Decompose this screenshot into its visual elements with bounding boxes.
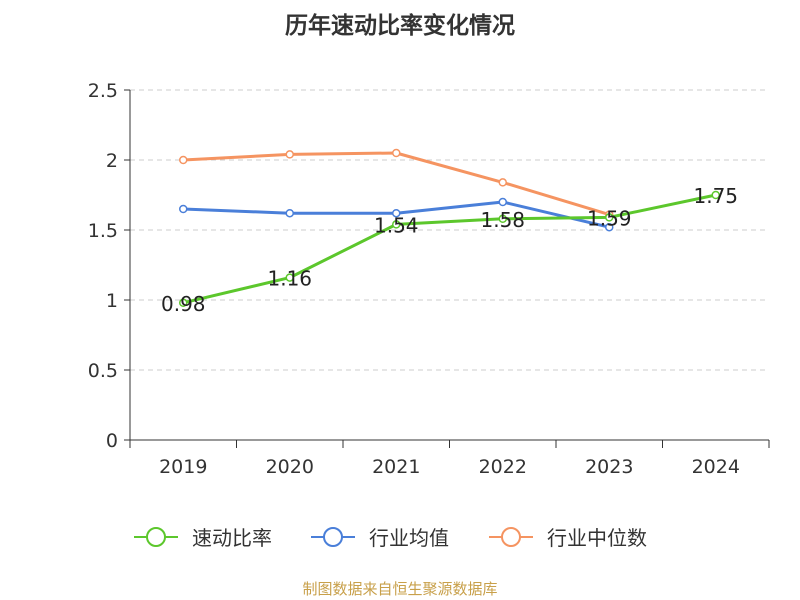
y-tick-label: 2 [106, 150, 118, 172]
data-point [285, 150, 294, 159]
legend-label: 速动比率 [192, 526, 272, 550]
data-source-note: 制图数据来自恒生聚源数据库 [302, 580, 498, 598]
chart-title: 历年速动比率变化情况 [285, 13, 515, 39]
legend-marker-icon [323, 527, 343, 547]
data-label: 1.54 [374, 213, 419, 237]
legend-marker-icon [146, 527, 166, 547]
data-point [285, 208, 294, 218]
data-point [498, 197, 507, 207]
data-label: 1.16 [267, 267, 312, 291]
x-tick-label: 2022 [479, 456, 527, 478]
data-point [605, 222, 614, 232]
y-tick-label: 2.5 [88, 80, 118, 102]
data-label: 0.98 [161, 292, 206, 316]
x-tick-label: 2020 [266, 456, 314, 478]
x-tick-label: 2019 [159, 456, 207, 478]
data-label: 1.58 [480, 208, 525, 232]
data-point [179, 155, 188, 165]
data-label: 1.75 [693, 184, 738, 208]
data-point [498, 214, 507, 224]
x-tick-label: 2024 [692, 456, 740, 478]
data-point [605, 213, 614, 222]
x-tick-label: 2023 [585, 456, 633, 478]
data-point [179, 204, 188, 214]
legend-label: 行业均值 [369, 526, 449, 550]
data-point [711, 190, 720, 200]
data-point [392, 148, 401, 158]
data-point [285, 273, 294, 282]
legend-marker-icon [501, 527, 521, 547]
y-tick-label: 0 [106, 430, 118, 452]
data-point [179, 298, 188, 308]
x-tick-label: 2021 [372, 456, 420, 478]
series-line [183, 151, 610, 217]
y-tick-label: 1.5 [88, 220, 118, 242]
data-point [392, 208, 401, 218]
data-point [498, 178, 507, 187]
y-tick-label: 0.5 [88, 360, 118, 382]
series-line [182, 193, 717, 305]
data-label: 1.59 [587, 206, 632, 230]
data-point [392, 220, 401, 229]
y-tick-label: 1 [106, 290, 118, 312]
legend-label: 行业中位数 [547, 526, 647, 550]
